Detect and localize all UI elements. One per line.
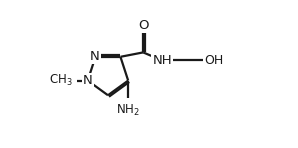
Text: CH$_3$: CH$_3$ <box>49 73 73 88</box>
Text: NH: NH <box>152 54 172 67</box>
Text: N: N <box>83 74 93 87</box>
Text: OH: OH <box>205 54 224 67</box>
Text: NH$_2$: NH$_2$ <box>116 103 140 118</box>
Text: O: O <box>138 19 148 32</box>
Text: N: N <box>90 50 100 63</box>
